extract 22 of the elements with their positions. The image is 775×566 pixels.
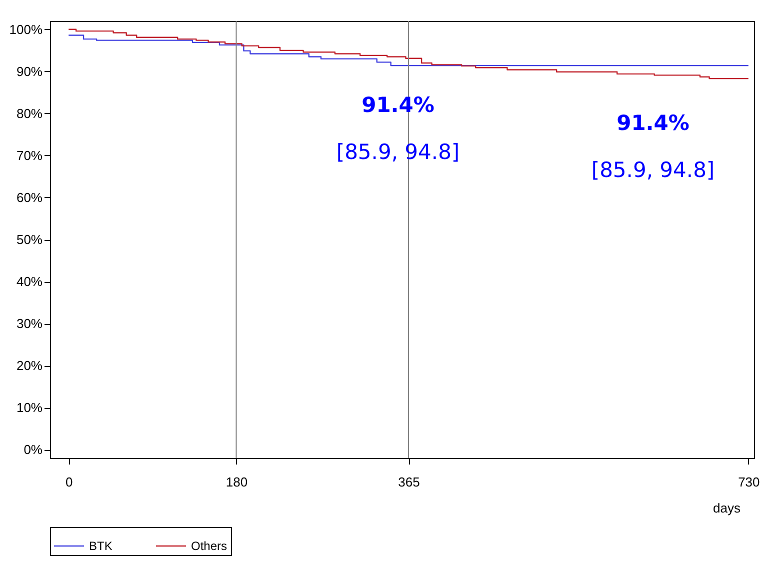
x-tick-label: 365 — [398, 474, 420, 490]
y-tick-label: 30% — [16, 316, 43, 332]
y-tick-label: 90% — [16, 64, 43, 79]
y-tick-label: 50% — [16, 232, 43, 247]
x-tick-label: 730 — [738, 474, 760, 490]
annotation: [85.9, 94.8] — [591, 158, 715, 182]
y-tick-label: 10% — [16, 400, 43, 416]
x-axis-title: days — [713, 500, 741, 516]
y-tick-label: 60% — [16, 190, 43, 205]
annotation: 91.4% — [616, 111, 690, 135]
y-tick-label: 40% — [16, 274, 43, 290]
annotation: 91.4% — [362, 93, 434, 117]
y-tick-label: 70% — [16, 148, 43, 163]
x-tick-label: 0 — [66, 474, 73, 490]
y-tick-label: 80% — [16, 106, 43, 121]
legend-label: BTK — [89, 539, 112, 553]
y-tick-label: 100% — [9, 22, 43, 37]
x-tick-label: 180 — [226, 474, 248, 490]
y-tick-label: 0% — [24, 442, 43, 458]
y-tick-label: 20% — [16, 358, 43, 374]
legend-label: Others — [191, 539, 228, 553]
annotation: [85.9, 94.8] — [336, 140, 460, 164]
